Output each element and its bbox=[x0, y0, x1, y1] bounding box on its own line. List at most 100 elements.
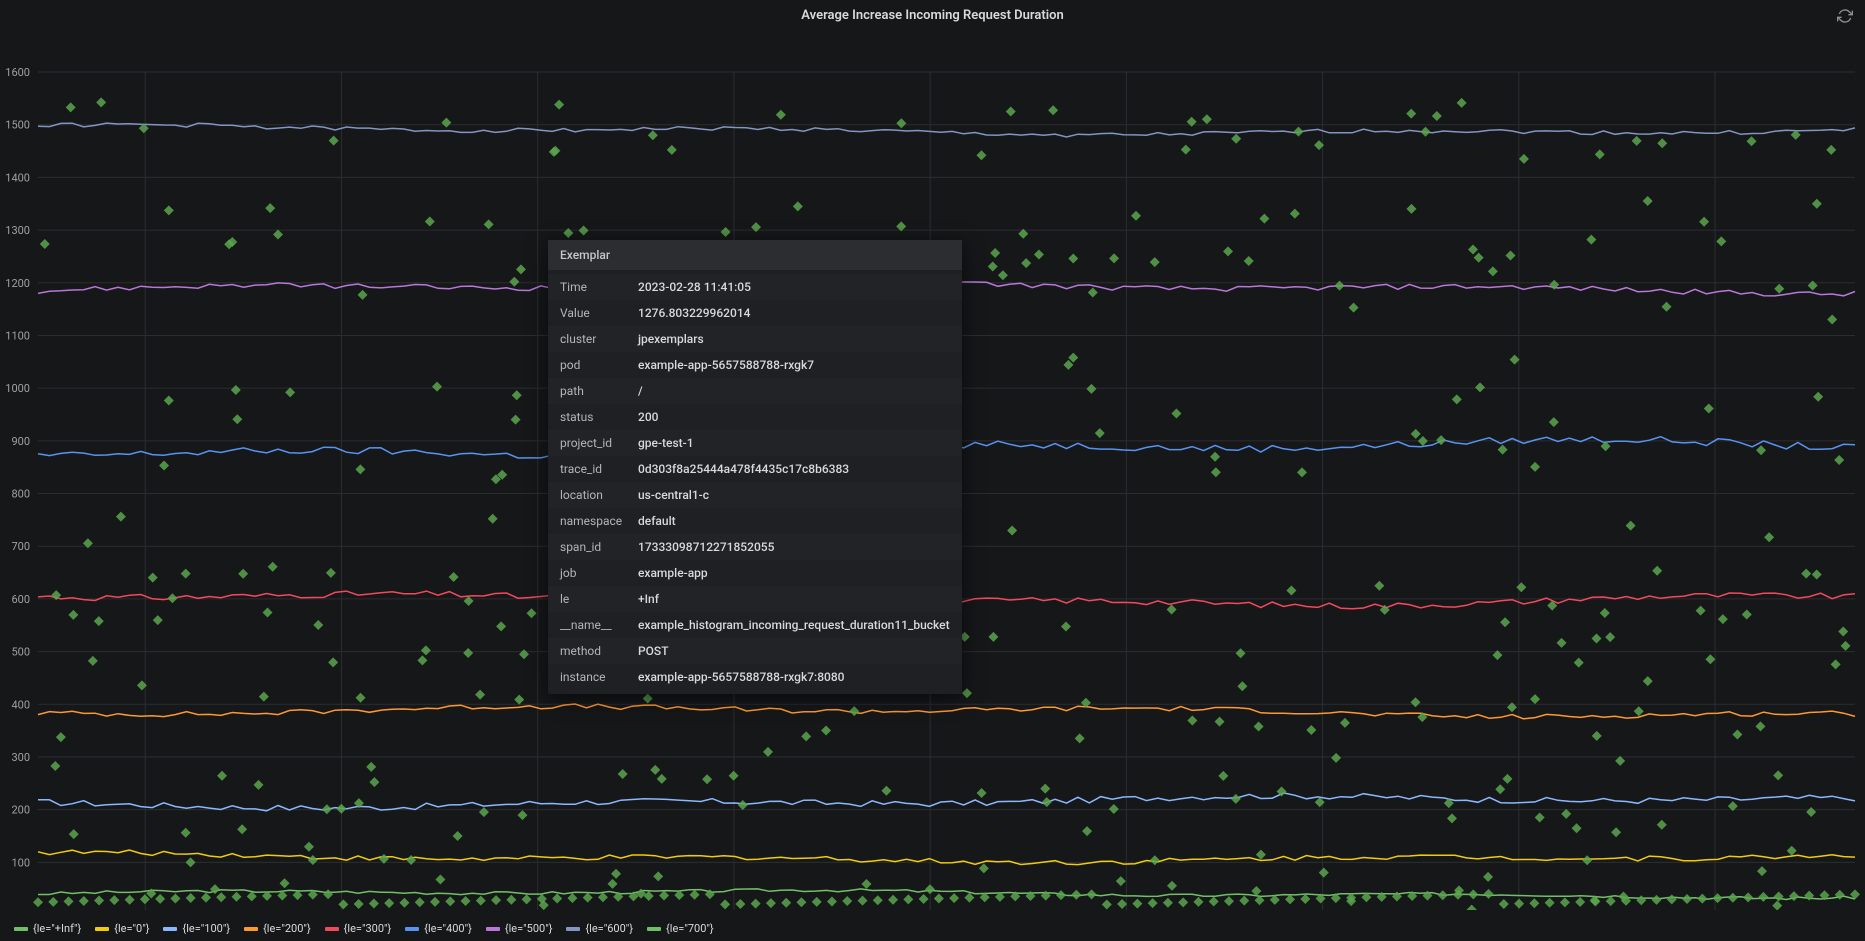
exemplar-point[interactable] bbox=[988, 632, 998, 642]
exemplar-point[interactable] bbox=[56, 732, 66, 742]
exemplar-point[interactable] bbox=[167, 593, 177, 603]
exemplar-point[interactable] bbox=[1187, 715, 1197, 725]
exemplar-point[interactable] bbox=[285, 387, 295, 397]
exemplar-point[interactable] bbox=[463, 648, 473, 658]
exemplar-point[interactable] bbox=[369, 777, 379, 787]
exemplar-point[interactable] bbox=[1574, 658, 1584, 668]
exemplar-point[interactable] bbox=[116, 512, 126, 522]
exemplar-point[interactable] bbox=[1349, 303, 1359, 313]
exemplar-point[interactable] bbox=[69, 829, 79, 839]
exemplar-point[interactable] bbox=[1787, 846, 1797, 856]
exemplar-point[interactable] bbox=[1410, 697, 1420, 707]
exemplar-point[interactable] bbox=[304, 842, 314, 852]
exemplar-point[interactable] bbox=[1549, 417, 1559, 427]
exemplar-point[interactable] bbox=[1335, 281, 1345, 291]
exemplar-point[interactable] bbox=[1831, 659, 1841, 669]
exemplar-point[interactable] bbox=[449, 572, 459, 582]
exemplar-point[interactable] bbox=[417, 655, 427, 665]
exemplar-point[interactable] bbox=[977, 788, 987, 798]
exemplar-point[interactable] bbox=[511, 415, 521, 425]
exemplar-point[interactable] bbox=[1742, 610, 1752, 620]
exemplar-point[interactable] bbox=[1634, 706, 1644, 716]
exemplar-point[interactable] bbox=[608, 879, 618, 889]
exemplar-point[interactable] bbox=[1215, 717, 1225, 727]
legend-item[interactable]: {le="300"} bbox=[325, 922, 392, 935]
exemplar-point[interactable] bbox=[1331, 753, 1341, 763]
exemplar-point[interactable] bbox=[896, 118, 906, 128]
exemplar-point[interactable] bbox=[1657, 138, 1667, 148]
exemplar-point[interactable] bbox=[1535, 812, 1545, 822]
exemplar-point[interactable] bbox=[1374, 581, 1384, 591]
exemplar-point[interactable] bbox=[1259, 214, 1269, 224]
exemplar-point[interactable] bbox=[1294, 127, 1304, 137]
exemplar-point[interactable] bbox=[217, 771, 227, 781]
exemplar-point[interactable] bbox=[861, 879, 871, 889]
exemplar-point[interactable] bbox=[1841, 641, 1851, 651]
exemplar-point[interactable] bbox=[453, 831, 463, 841]
exemplar-point[interactable] bbox=[1813, 392, 1823, 402]
exemplar-point[interactable] bbox=[181, 569, 191, 579]
exemplar-point[interactable] bbox=[1244, 256, 1254, 266]
exemplar-point[interactable] bbox=[1034, 250, 1044, 260]
exemplar-point[interactable] bbox=[1202, 114, 1212, 124]
exemplar-point[interactable] bbox=[1483, 872, 1493, 882]
exemplar-point[interactable] bbox=[1662, 302, 1672, 312]
exemplar-point[interactable] bbox=[1297, 467, 1307, 477]
exemplar-point[interactable] bbox=[1605, 632, 1615, 642]
exemplar-point[interactable] bbox=[618, 769, 628, 779]
exemplar-point[interactable] bbox=[925, 884, 935, 894]
exemplar-point[interactable] bbox=[1436, 435, 1446, 445]
legend-item[interactable]: {le="+Inf"} bbox=[14, 922, 81, 935]
exemplar-point[interactable] bbox=[1406, 204, 1416, 214]
exemplar-point[interactable] bbox=[66, 102, 76, 112]
exemplar-point[interactable] bbox=[1488, 266, 1498, 276]
exemplar-point[interactable] bbox=[1447, 813, 1457, 823]
exemplar-point[interactable] bbox=[1475, 382, 1485, 392]
exemplar-point[interactable] bbox=[1592, 633, 1602, 643]
exemplar-point[interactable] bbox=[1086, 384, 1096, 394]
exemplar-point[interactable] bbox=[475, 690, 485, 700]
exemplar-point[interactable] bbox=[355, 464, 365, 474]
exemplar-point[interactable] bbox=[313, 620, 323, 630]
series-line[interactable] bbox=[38, 704, 1855, 719]
exemplar-point[interactable] bbox=[1187, 117, 1197, 127]
exemplar-point[interactable] bbox=[1582, 855, 1592, 865]
exemplar-point[interactable] bbox=[1254, 722, 1264, 732]
exemplar-point[interactable] bbox=[1150, 855, 1160, 865]
exemplar-point[interactable] bbox=[68, 610, 78, 620]
exemplar-point[interactable] bbox=[821, 725, 831, 735]
exemplar-point[interactable] bbox=[88, 656, 98, 666]
exemplar-point[interactable] bbox=[237, 824, 247, 834]
exemplar-point[interactable] bbox=[1063, 360, 1073, 370]
exemplar-point[interactable] bbox=[308, 855, 318, 865]
exemplar-point[interactable] bbox=[1834, 455, 1844, 465]
exemplar-point[interactable] bbox=[1088, 288, 1098, 298]
exemplar-point[interactable] bbox=[1109, 804, 1119, 814]
exemplar-point[interactable] bbox=[1747, 136, 1757, 146]
exemplar-point[interactable] bbox=[763, 747, 773, 757]
exemplar-point[interactable] bbox=[1699, 217, 1709, 227]
exemplar-point[interactable] bbox=[1755, 721, 1765, 731]
exemplar-point[interactable] bbox=[153, 615, 163, 625]
exemplar-point[interactable] bbox=[1040, 784, 1050, 794]
exemplar-point[interactable] bbox=[1236, 648, 1246, 658]
exemplar-point[interactable] bbox=[1021, 258, 1031, 268]
exemplar-point[interactable] bbox=[702, 774, 712, 784]
exemplar-point[interactable] bbox=[464, 596, 474, 606]
exemplar-point[interactable] bbox=[232, 414, 242, 424]
exemplar-point[interactable] bbox=[1109, 253, 1119, 263]
exemplar-point[interactable] bbox=[1498, 445, 1508, 455]
exemplar-point[interactable] bbox=[1068, 353, 1078, 363]
exemplar-point[interactable] bbox=[164, 205, 174, 215]
exemplar-point[interactable] bbox=[336, 804, 346, 814]
exemplar-point[interactable] bbox=[1696, 606, 1706, 616]
exemplar-point[interactable] bbox=[1557, 638, 1567, 648]
exemplar-point[interactable] bbox=[776, 110, 786, 120]
exemplar-point[interactable] bbox=[1315, 797, 1325, 807]
exemplar-point[interactable] bbox=[1757, 866, 1767, 876]
exemplar-point[interactable] bbox=[509, 277, 519, 287]
exemplar-point[interactable] bbox=[611, 869, 621, 879]
exemplar-point[interactable] bbox=[1007, 526, 1017, 536]
exemplar-point[interactable] bbox=[1801, 569, 1811, 579]
exemplar-point[interactable] bbox=[356, 693, 366, 703]
